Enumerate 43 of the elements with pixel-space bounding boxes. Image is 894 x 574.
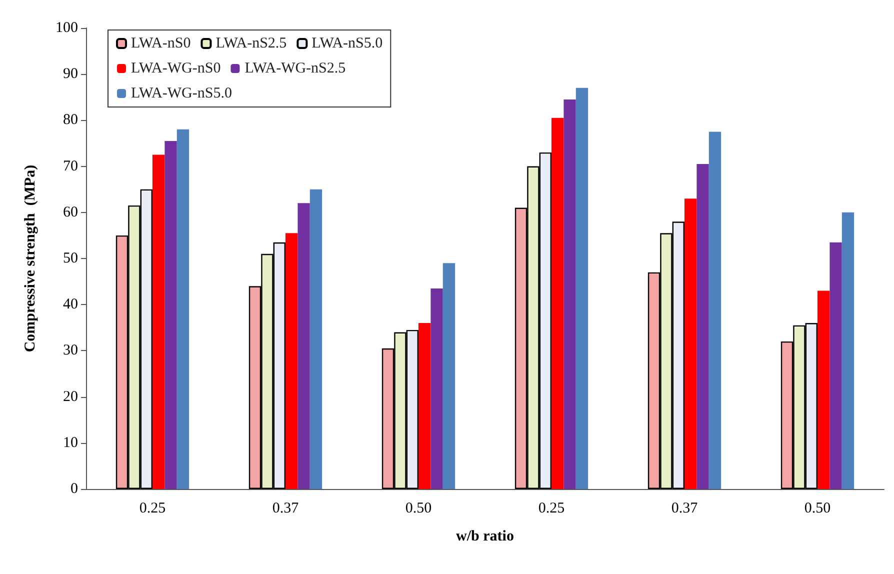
y-tick-label: 70 <box>63 158 78 174</box>
bar <box>164 140 177 489</box>
x-tick-label: 0.25 <box>538 500 565 516</box>
y-tick-label: 80 <box>63 112 78 128</box>
bar <box>552 118 564 489</box>
y-tick-label: 0 <box>70 481 78 497</box>
x-axis-title: w/b ratio <box>456 528 514 544</box>
legend-label: LWA-nS5.0 <box>312 36 383 52</box>
bar <box>418 323 431 489</box>
bar <box>564 99 576 489</box>
x-tick-label: 0.37 <box>671 500 698 516</box>
y-tick-label: 90 <box>63 66 78 82</box>
legend-label: LWA-WG-nS2.5 <box>244 60 346 76</box>
bar <box>830 242 842 489</box>
x-tick-label: 0.50 <box>804 500 831 516</box>
legend-label: LWA-nS2.5 <box>216 36 287 52</box>
x-tick-label: 0.37 <box>272 500 300 516</box>
bar <box>842 212 854 489</box>
x-tick-label: 0.50 <box>405 500 432 516</box>
y-tick-label: 20 <box>63 388 78 405</box>
bar <box>442 263 456 489</box>
legend-label: LWA-nS0 <box>131 36 191 52</box>
y-tick-label: 50 <box>63 250 78 266</box>
y-tick-label: 10 <box>63 434 78 451</box>
y-tick-label: 100 <box>56 20 78 36</box>
y-axis-title: Compressive strength (MPa) <box>22 164 38 352</box>
bar <box>576 88 588 489</box>
bar <box>152 154 165 489</box>
bar <box>430 288 443 489</box>
bar <box>696 164 709 489</box>
bar <box>176 129 190 489</box>
bar <box>708 132 722 489</box>
y-tick-label: 30 <box>63 342 78 359</box>
bar <box>286 233 298 489</box>
x-tick-label: 0.25 <box>139 500 166 516</box>
y-tick-label: 60 <box>63 204 78 220</box>
bar <box>684 198 697 489</box>
bar <box>818 290 830 489</box>
bar <box>310 189 322 489</box>
legend-label: LWA-WG-nS0 <box>131 60 221 76</box>
bar <box>298 203 310 489</box>
legend-label: LWA-WG-nS5.0 <box>131 86 232 102</box>
y-tick-label: 40 <box>63 296 78 313</box>
